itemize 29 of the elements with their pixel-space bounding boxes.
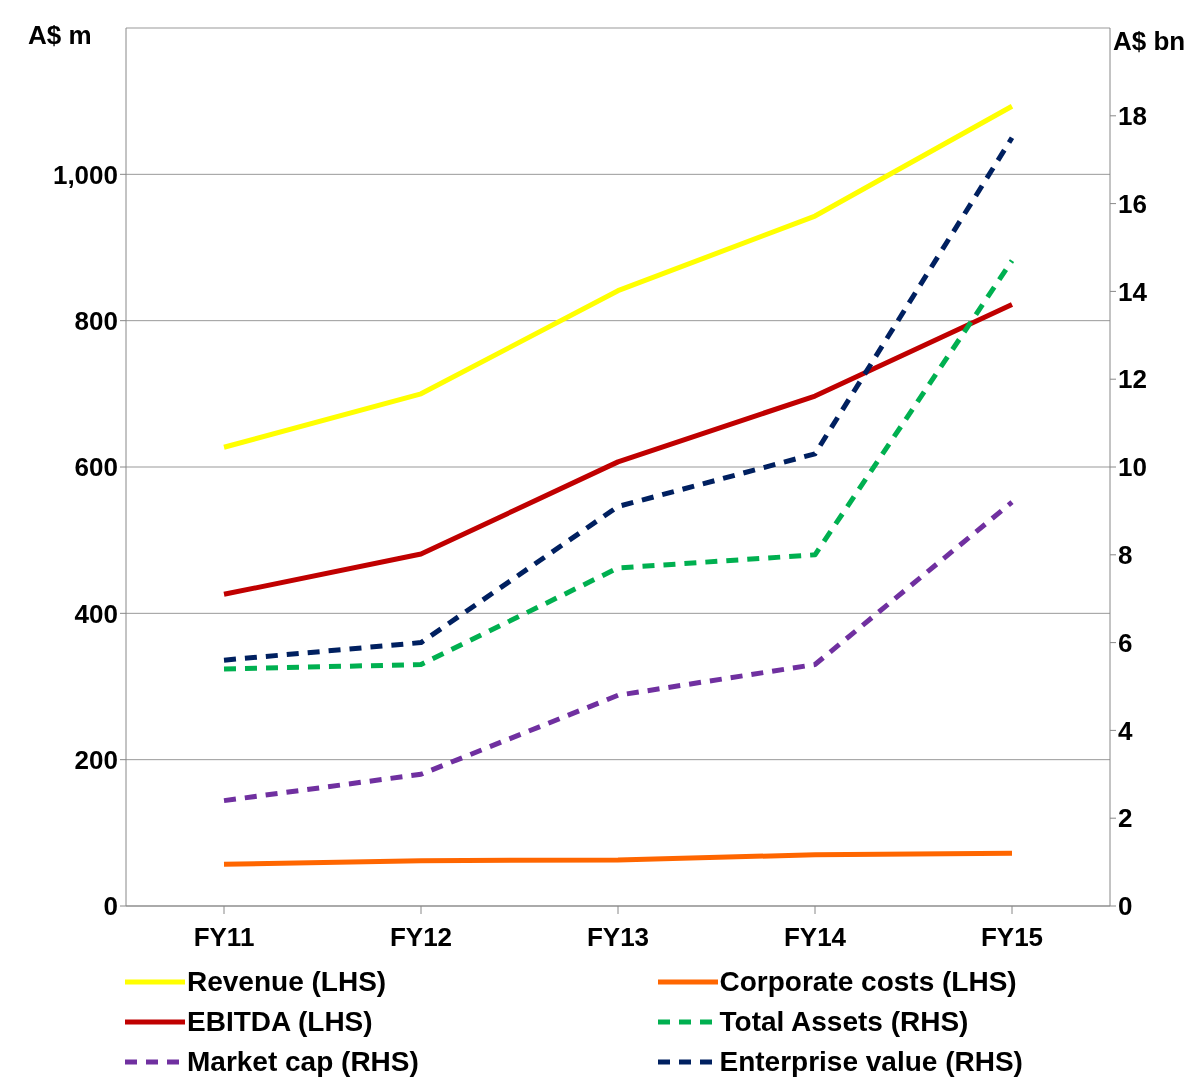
y-axis-title: A$ m xyxy=(28,20,92,51)
y2-tick-label: 2 xyxy=(1118,803,1133,834)
y2-tick-label: 6 xyxy=(1118,627,1133,658)
legend-label: Enterprise value (RHS) xyxy=(719,1046,1023,1078)
y-tick-label: 800 xyxy=(74,305,118,336)
y2-tick-label: 18 xyxy=(1118,101,1147,132)
y2-tick-label: 12 xyxy=(1118,364,1147,395)
y-tick-label: 1,000 xyxy=(52,159,118,190)
x-tick-label: FY11 xyxy=(193,922,255,953)
y2-tick-label: 4 xyxy=(1118,715,1133,746)
y2-axis-title: A$ bn xyxy=(1113,26,1186,57)
legend-label: Revenue (LHS) xyxy=(187,966,387,998)
legend-label: Total Assets (RHS) xyxy=(719,1006,969,1038)
x-tick-label: FY12 xyxy=(389,922,453,953)
y-tick-label: 400 xyxy=(74,598,118,629)
legend-label: Corporate costs (LHS) xyxy=(719,966,1017,998)
y-tick-label: 200 xyxy=(74,744,118,775)
y2-tick-label: 14 xyxy=(1118,276,1148,307)
y-tick-label: 0 xyxy=(103,891,118,922)
y2-tick-label: 10 xyxy=(1118,452,1147,483)
legend-label: Market cap (RHS) xyxy=(187,1046,419,1078)
x-tick-label: FY15 xyxy=(980,922,1044,953)
x-tick-label: FY13 xyxy=(586,922,650,953)
legend-label: EBITDA (LHS) xyxy=(187,1006,373,1038)
y-tick-label: 600 xyxy=(74,452,118,483)
y2-tick-label: 0 xyxy=(1118,891,1133,922)
y2-tick-label: 8 xyxy=(1118,540,1133,571)
x-tick-label: FY14 xyxy=(783,922,847,953)
y2-tick-label: 16 xyxy=(1118,188,1147,219)
